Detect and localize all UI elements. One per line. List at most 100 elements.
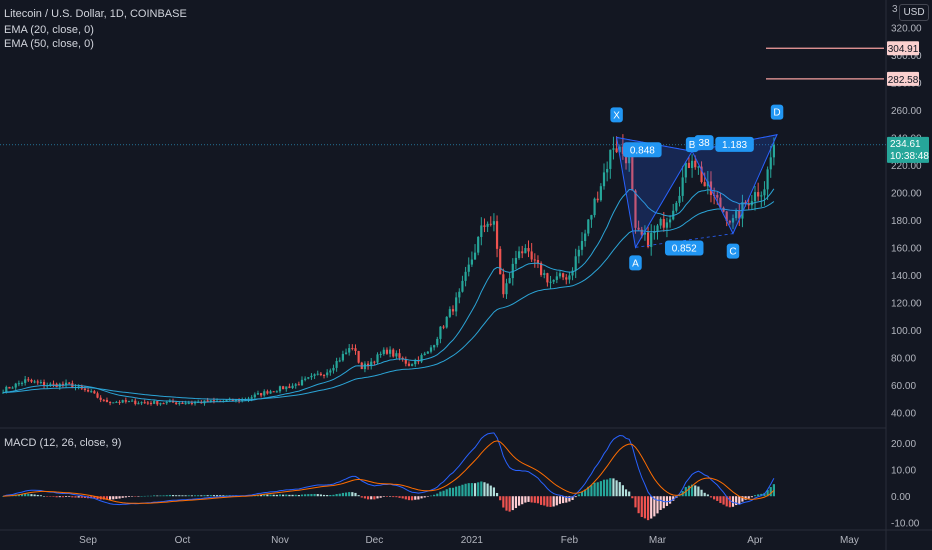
pattern-point-c: C — [729, 247, 736, 258]
macd-bar — [763, 492, 766, 497]
macd-bar — [388, 496, 392, 497]
candle — [385, 349, 389, 354]
macd-bar — [436, 493, 439, 497]
candle — [149, 402, 153, 404]
symbol-legend[interactable]: Litecoin / U.S. Dollar, 1D, COINBASE — [4, 8, 187, 20]
macd-bar — [313, 493, 316, 497]
macd-bar — [552, 496, 555, 507]
macd-bar — [115, 496, 118, 499]
candle — [181, 403, 184, 405]
macd-legend[interactable]: MACD (12, 26, close, 9) — [4, 437, 122, 449]
candle — [587, 219, 590, 234]
pattern-ratio-bcd: 1.183 — [722, 140, 747, 151]
current-price-label: 234.61 — [890, 139, 921, 150]
macd-bar — [420, 496, 423, 499]
macd-bar — [772, 484, 775, 497]
macd-bar — [282, 494, 285, 497]
candle — [294, 384, 297, 386]
candle — [426, 351, 429, 354]
candle — [442, 326, 445, 328]
candle — [313, 374, 316, 376]
ema50-line — [3, 201, 775, 400]
candle — [486, 223, 489, 227]
candle — [102, 399, 105, 401]
candle — [322, 375, 326, 377]
macd-bar — [212, 495, 216, 497]
macd-bar — [319, 494, 322, 497]
macd-bar — [52, 496, 55, 497]
candle — [684, 162, 687, 178]
macd-bar — [508, 496, 511, 512]
candle — [93, 391, 96, 394]
macd-bar — [725, 496, 728, 507]
candle — [297, 384, 300, 386]
candle — [725, 211, 728, 222]
candle — [580, 241, 584, 250]
macd-bar — [109, 496, 112, 500]
candle — [99, 397, 102, 400]
price-tick-label: 160.00 — [891, 243, 922, 254]
candle — [304, 378, 307, 380]
macd-bar — [354, 492, 357, 497]
macd-bar — [709, 496, 713, 498]
candle — [602, 172, 606, 187]
macd-bar — [105, 496, 109, 500]
candle — [455, 297, 458, 312]
macd-bar — [140, 496, 143, 497]
candle — [536, 260, 540, 263]
price-tick-label: 220.00 — [891, 161, 922, 172]
candle — [121, 400, 124, 403]
candle — [392, 349, 395, 357]
macd-bar — [363, 496, 367, 499]
pattern-extra-label-box — [694, 135, 714, 151]
macd-bar — [291, 494, 294, 497]
macd-bar — [360, 496, 363, 498]
macd-bar — [64, 496, 68, 497]
candle — [772, 144, 775, 158]
candle — [429, 347, 433, 352]
candle — [439, 326, 442, 339]
ema20-legend[interactable]: EMA (20, close, 0) — [4, 24, 94, 36]
currency-button[interactable]: USD — [899, 4, 929, 21]
macd-bar — [659, 496, 662, 510]
macd-bar — [206, 495, 209, 497]
price-tick-label: 180.00 — [891, 216, 922, 227]
macd-tick-label: -10.00 — [891, 519, 920, 530]
macd-histogram — [2, 478, 775, 521]
candle — [354, 348, 357, 352]
macd-bar — [49, 496, 52, 497]
candle — [527, 248, 530, 252]
candle — [448, 309, 451, 317]
candle — [266, 391, 269, 394]
macd-bar — [310, 494, 313, 497]
pattern-extra-label: 38 — [699, 138, 711, 149]
candle — [370, 361, 373, 367]
macd-bar — [722, 496, 725, 505]
macd-bar — [514, 496, 518, 509]
macd-bar — [197, 495, 200, 497]
candle — [558, 273, 562, 277]
candle — [738, 210, 741, 219]
candle — [609, 149, 612, 169]
macd-bar — [266, 494, 269, 497]
macd-bar — [757, 494, 760, 497]
macd-bar — [618, 482, 621, 497]
ema50-legend[interactable]: EMA (50, close, 0) — [4, 38, 94, 50]
macd-bar — [153, 495, 156, 497]
candle — [552, 279, 555, 282]
macd-bar — [20, 494, 24, 497]
candle — [615, 148, 618, 153]
pattern-point-a: A — [632, 258, 639, 269]
candle — [329, 370, 332, 373]
candle — [36, 381, 39, 383]
pattern-point-b: B — [689, 140, 696, 151]
candle — [178, 403, 181, 405]
macd-bar — [401, 496, 404, 499]
macd-bar — [77, 496, 80, 498]
macd-bar — [366, 496, 370, 500]
candle — [467, 264, 470, 272]
candle — [483, 225, 486, 227]
candle — [153, 401, 156, 404]
macd-bar — [590, 485, 593, 497]
